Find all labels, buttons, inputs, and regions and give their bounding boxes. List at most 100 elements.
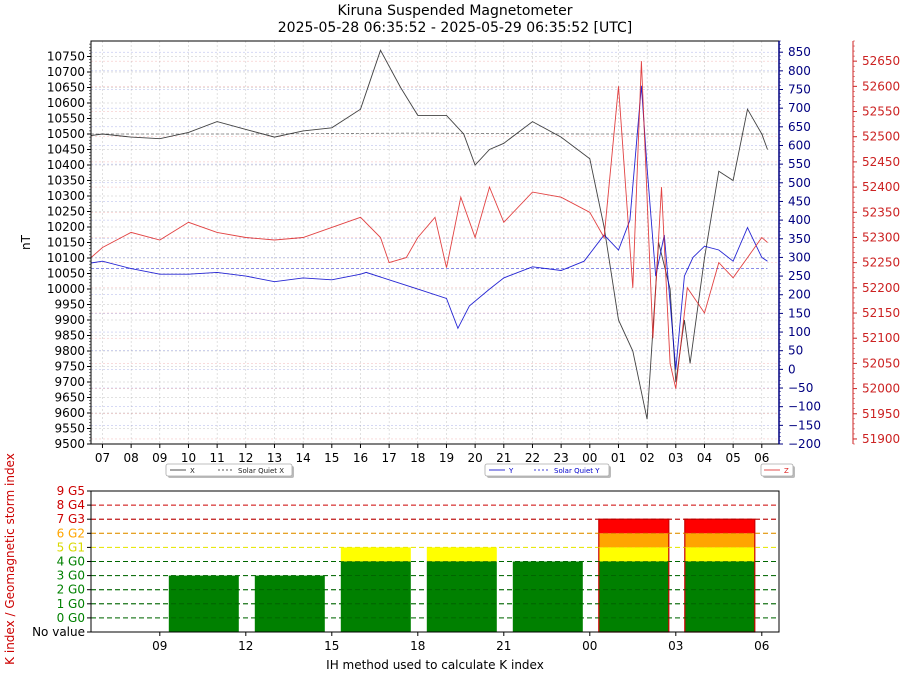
left-tick-label: 10600 [47, 96, 85, 110]
z-tick-label: 52350 [862, 205, 900, 219]
left-tick-label: 10750 [47, 50, 85, 64]
time-tick-label: 03 [668, 451, 683, 465]
legend: X Solar Quiet X Y Solar Quiet Y Z [165, 463, 795, 478]
left-tick-label: 10450 [47, 143, 85, 157]
k-bar-g0 [598, 561, 669, 632]
k-x-axis-label: IH method used to calculate K index [326, 658, 544, 672]
time-tick-label: 05 [725, 451, 740, 465]
z-tick-label: 52150 [862, 306, 900, 320]
left-tick-label: 10550 [47, 112, 85, 126]
k-bar-g0 [254, 575, 325, 632]
left-tick-label: 10250 [47, 205, 85, 219]
legend-entry: Z [784, 467, 789, 475]
left-tick-label: 10100 [47, 251, 85, 265]
z-tick-label: 52100 [862, 331, 900, 345]
y-tick-label: 250 [788, 269, 811, 283]
k-bar-g0 [684, 561, 755, 632]
y-tick-label: 750 [788, 83, 811, 97]
time-tick-label: 22 [525, 451, 540, 465]
y-tick-label: −100 [788, 400, 821, 414]
z-tick-label: 52450 [862, 155, 900, 169]
y-tick-label: 50 [788, 344, 803, 358]
k-bar-g3 [684, 519, 755, 534]
time-tick-label: 09 [152, 451, 167, 465]
series-line-y [90, 85, 768, 370]
y-tick-label: 400 [788, 213, 811, 227]
chart-subtitle: 2025-05-28 06:35:52 - 2025-05-29 06:35:5… [278, 20, 632, 36]
k-y-axis-label: K index / Geomagnetic storm index [3, 453, 17, 665]
z-tick-label: 52050 [862, 356, 900, 370]
time-tick-label: 10 [181, 451, 196, 465]
left-tick-label: 9550 [54, 422, 85, 436]
time-tick-label: 21 [496, 451, 511, 465]
k-time-tick-label: 21 [496, 639, 511, 653]
k-time-tick-label: 03 [668, 639, 683, 653]
k-level-label: 0 G0 [57, 611, 85, 625]
y-tick-label: 650 [788, 120, 811, 134]
y-tick-label: 850 [788, 45, 811, 59]
time-tick-label: 00 [582, 451, 597, 465]
z-tick-label: 52400 [862, 180, 900, 194]
k-time-tick-label: 12 [238, 639, 253, 653]
left-tick-label: 10050 [47, 267, 85, 281]
legend-entry: Y [508, 467, 514, 475]
left-tick-label: 9500 [54, 437, 85, 451]
time-tick-label: 20 [467, 451, 482, 465]
left-tick-label: 10000 [47, 282, 85, 296]
z-tick-label: 52250 [862, 256, 900, 270]
k-bar-g3 [598, 519, 669, 534]
z-tick-label: 51950 [862, 407, 900, 421]
time-tick-label: 04 [697, 451, 712, 465]
k-level-label: 4 G0 [57, 555, 85, 569]
left-tick-label: 9900 [54, 313, 85, 327]
left-tick-label: 10300 [47, 189, 85, 203]
y-tick-label: −150 [788, 418, 821, 432]
time-tick-label: 02 [639, 451, 654, 465]
k-time-tick-label: 15 [324, 639, 339, 653]
y-tick-label: 200 [788, 288, 811, 302]
legend-entry: X [190, 467, 195, 475]
time-tick-label: 06 [754, 451, 769, 465]
y-tick-label: 500 [788, 176, 811, 190]
series-line-x [90, 49, 768, 420]
y-tick-label: 350 [788, 232, 811, 246]
y-tick-label: 700 [788, 101, 811, 115]
time-tick-label: 12 [238, 451, 253, 465]
k-level-label: 3 G0 [57, 569, 85, 583]
y-tick-label: 800 [788, 64, 811, 78]
k-bar-g0 [426, 561, 497, 632]
left-tick-label: 10350 [47, 174, 85, 188]
k-level-label: 7 G3 [57, 512, 85, 526]
k-level-label: 1 G0 [57, 597, 85, 611]
k-level-label: 2 G0 [57, 583, 85, 597]
series-line-solar-quiet-x [91, 132, 768, 135]
y-tick-label: 300 [788, 250, 811, 264]
time-tick-label: 17 [381, 451, 396, 465]
k-bar-g0 [340, 561, 411, 632]
z-tick-label: 52500 [862, 130, 900, 144]
time-tick-label: 16 [353, 451, 368, 465]
z-tick-label: 51900 [862, 432, 900, 446]
left-tick-label: 9700 [54, 375, 85, 389]
k-level-label: No value [32, 625, 85, 639]
series-line-z [90, 61, 768, 389]
k-time-tick-label: 18 [410, 639, 425, 653]
k-bar-g1 [426, 547, 497, 562]
z-tick-label: 52000 [862, 382, 900, 396]
left-tick-label: 9650 [54, 391, 85, 405]
time-tick-label: 08 [123, 451, 138, 465]
left-tick-label: 9600 [54, 406, 85, 420]
k-bar-g2 [598, 533, 669, 548]
left-tick-label: 10400 [47, 158, 85, 172]
y-tick-label: −50 [788, 381, 813, 395]
left-tick-label: 9950 [54, 298, 85, 312]
left-tick-label: 10650 [47, 81, 85, 95]
time-tick-label: 11 [209, 451, 224, 465]
time-tick-label: 14 [295, 451, 310, 465]
time-tick-label: 13 [267, 451, 282, 465]
z-tick-label: 52550 [862, 105, 900, 119]
time-tick-label: 01 [611, 451, 626, 465]
